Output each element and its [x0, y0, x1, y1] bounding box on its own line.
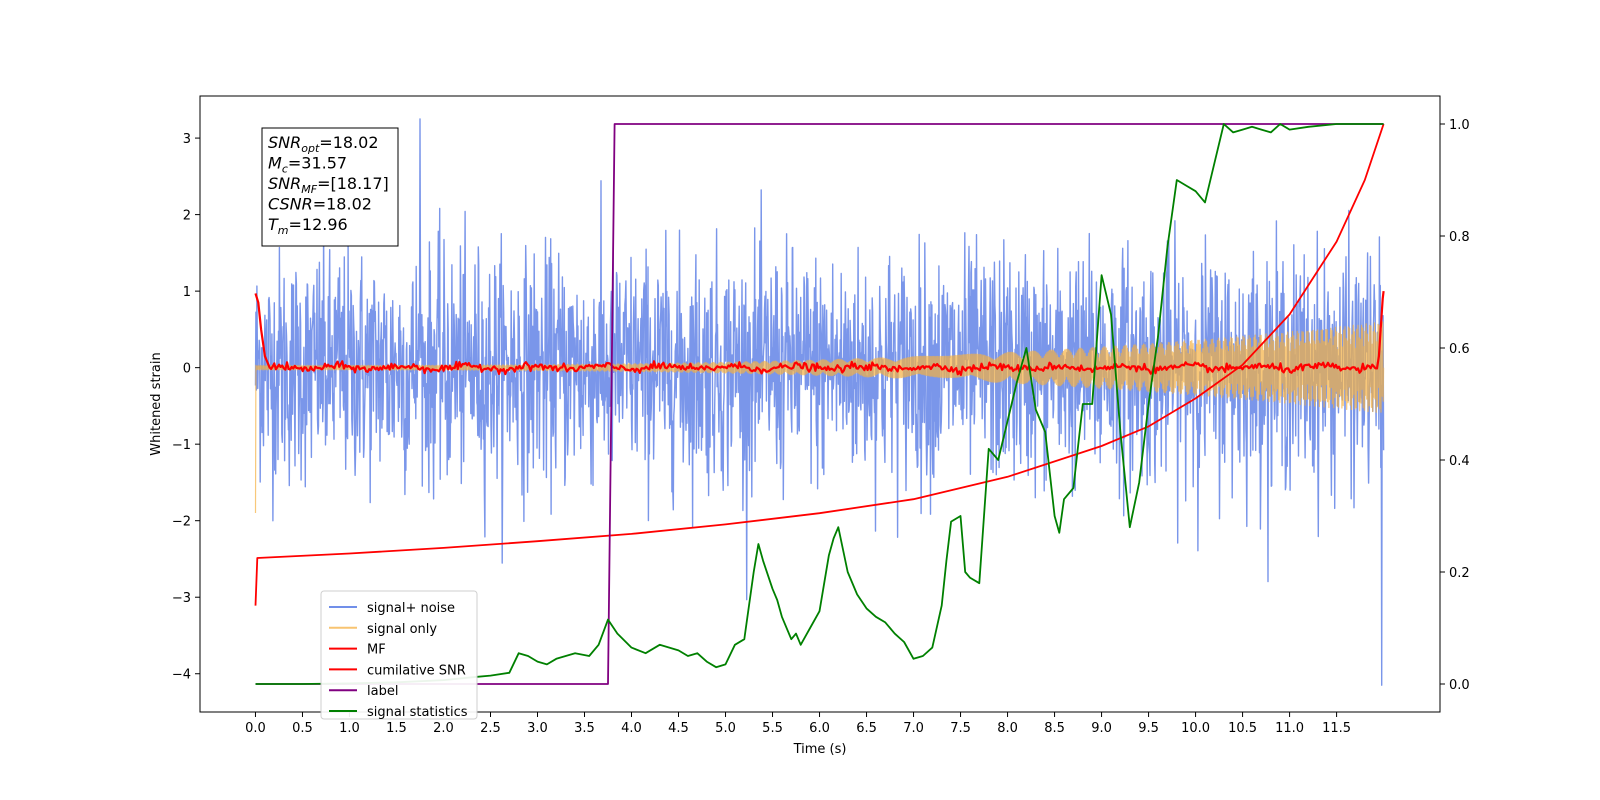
- x-tick-label: 5.5: [762, 721, 783, 736]
- y-tick-label-left: −4: [172, 668, 191, 683]
- y-tick-label-right: 0.0: [1449, 678, 1470, 693]
- y-tick-label-right: 1.0: [1449, 118, 1470, 133]
- legend-label: cumilative SNR: [367, 663, 466, 678]
- stats-box: SNRopt=18.02Mc=31.57SNRMF=[18.17]CSNR=18…: [261, 127, 399, 247]
- x-tick-label: 2.0: [433, 721, 454, 736]
- x-tick-label: 7.5: [950, 721, 971, 736]
- x-tick-label: 1.0: [339, 721, 360, 736]
- x-tick-label: 5.0: [715, 721, 736, 736]
- x-tick-label: 3.0: [527, 721, 548, 736]
- y-tick-label-right: 0.4: [1449, 454, 1470, 469]
- stats-line: SNRMF=[18.17]: [268, 174, 389, 196]
- x-tick-label: 2.5: [480, 721, 501, 736]
- legend-label: MF: [367, 643, 386, 658]
- series-mf-line: [254, 290, 1385, 376]
- y-tick-label-left: 0: [183, 362, 191, 377]
- x-tick-label: 0.5: [292, 721, 313, 736]
- stats-line: Mc=31.57: [268, 154, 347, 176]
- y-tick-label-left: 1: [183, 285, 191, 300]
- legend: signal+ noise signal only MF cumilative SNR…: [320, 590, 478, 720]
- x-tick-label: 8.0: [997, 721, 1018, 736]
- y-tick-label-left: −1: [172, 438, 191, 453]
- y-axis-title: Whitened strain: [149, 352, 164, 455]
- y-tick-label-left: 3: [183, 132, 191, 147]
- x-tick-label: 4.5: [668, 721, 689, 736]
- x-tick-label: 11.5: [1322, 721, 1351, 736]
- legend-label: signal+ noise: [367, 601, 455, 616]
- x-axis-title: Time (s): [793, 742, 847, 757]
- legend-label: label: [367, 684, 398, 699]
- x-tick-label: 10.0: [1181, 721, 1210, 736]
- x-tick-label: 9.0: [1091, 721, 1112, 736]
- stats-line: CSNR=18.02: [268, 195, 372, 214]
- x-tick-label: 6.0: [809, 721, 830, 736]
- x-tick-label: 8.5: [1044, 721, 1065, 736]
- y-tick-label-right: 0.2: [1449, 566, 1470, 581]
- series-signal-statistics-line: [255, 123, 1384, 685]
- x-tick-label: 1.5: [386, 721, 407, 736]
- x-tick-label: 7.0: [903, 721, 924, 736]
- x-tick-label: 0.0: [245, 721, 266, 736]
- y-tick-label-left: 2: [183, 209, 191, 224]
- x-tick-label: 9.5: [1138, 721, 1159, 736]
- x-tick-label: 6.5: [856, 721, 877, 736]
- legend-label: signal statistics: [367, 705, 468, 720]
- y-tick-label-right: 0.6: [1449, 342, 1470, 357]
- legend-label: signal only: [367, 622, 437, 637]
- x-tick-label: 11.0: [1275, 721, 1304, 736]
- stats-line: Tm=12.96: [268, 215, 348, 237]
- series-signal-noise-line: [254, 118, 1385, 686]
- y-tick-label-left: −2: [172, 515, 191, 530]
- stats-line: SNRopt=18.02: [268, 133, 379, 155]
- y-tick-label-left: −3: [172, 591, 191, 606]
- x-tick-label: 10.5: [1228, 721, 1257, 736]
- x-tick-label: 4.0: [621, 721, 642, 736]
- y-tick-label-right: 0.8: [1449, 230, 1470, 245]
- series-cumilative-snr-line: [254, 123, 1385, 606]
- x-tick-label: 3.5: [574, 721, 595, 736]
